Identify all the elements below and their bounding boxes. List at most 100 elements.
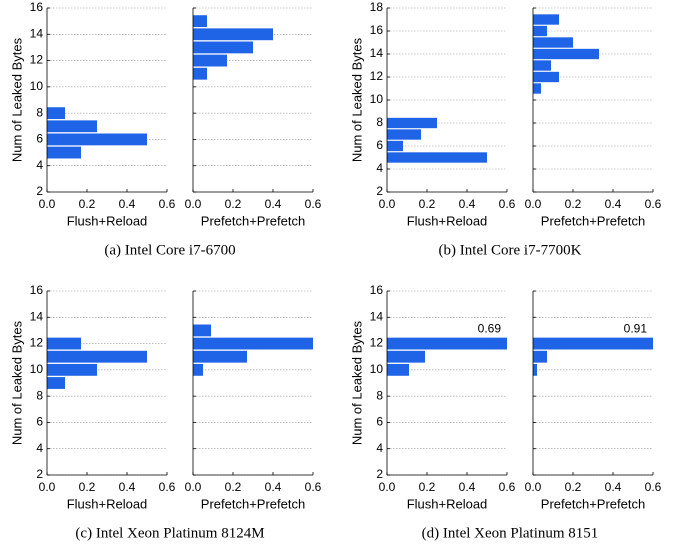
bar	[387, 129, 421, 140]
bar	[533, 48, 599, 60]
bar	[387, 350, 425, 363]
caption: (c) Intel Xeon Platinum 8124M	[75, 525, 264, 541]
bar	[533, 25, 547, 37]
bar	[533, 363, 537, 376]
x-tick-label: 0.4	[459, 480, 476, 494]
y-tick-label: 6	[376, 415, 383, 429]
x-tick-label: 0.4	[459, 197, 476, 211]
y-axis-label: Num of Leaked Bytes	[349, 37, 364, 162]
bar	[387, 337, 507, 350]
bar	[47, 377, 65, 389]
x-tick-label: 0.2	[225, 480, 242, 494]
y-tick-label: 14	[370, 46, 384, 60]
bar	[193, 15, 207, 28]
x-tick-label: 0.6	[305, 480, 322, 494]
bar	[387, 363, 409, 376]
x-tick-label: 0.0	[185, 197, 202, 211]
y-tick-label: 10	[370, 362, 384, 376]
x-tick-label: 0.2	[79, 197, 96, 211]
bar	[533, 71, 559, 83]
x-tick-label: 0.0	[39, 197, 56, 211]
y-tick-label: 10	[30, 362, 44, 376]
x-tick-label: 0.2	[565, 197, 582, 211]
caption: (a) Intel Core i7-6700	[104, 242, 235, 258]
bar	[47, 363, 97, 376]
bar	[47, 133, 147, 146]
x-tick-label: 0.6	[645, 197, 662, 211]
y-tick-label: 8	[36, 388, 43, 402]
x-tick-label: 0.0	[525, 480, 542, 494]
y-tick-label: 16	[370, 23, 384, 37]
bar	[47, 350, 147, 363]
x-tick-label: 0.4	[265, 480, 282, 494]
y-tick-label: 16	[30, 0, 44, 14]
y-tick-label: 12	[30, 53, 44, 67]
x-tick-label: 0.4	[119, 480, 136, 494]
y-tick-label: 6	[36, 132, 43, 146]
y-axis-label: Num of Leaked Bytes	[349, 320, 364, 445]
bar	[193, 54, 227, 67]
x-tick-label: 0.6	[645, 480, 662, 494]
x-axis-label: Flush+Reload	[67, 213, 148, 228]
x-axis-label: Prefetch+Prefetch	[201, 496, 305, 511]
y-tick-label: 18	[370, 0, 384, 14]
x-tick-label: 0.6	[159, 197, 176, 211]
y-tick-label: 6	[376, 138, 383, 152]
bar	[533, 14, 559, 25]
x-tick-label: 0.6	[305, 197, 322, 211]
bar	[387, 152, 487, 163]
y-tick-label: 14	[30, 26, 44, 40]
bar	[533, 37, 573, 48]
bar	[533, 83, 541, 94]
x-tick-label: 0.0	[379, 197, 396, 211]
y-tick-label: 14	[30, 309, 44, 323]
x-tick-label: 0.2	[419, 480, 436, 494]
bar	[193, 363, 203, 376]
x-tick-label: 0.4	[265, 197, 282, 211]
y-tick-label: 10	[370, 92, 384, 106]
y-tick-label: 14	[370, 309, 384, 323]
bar	[47, 120, 97, 133]
x-tick-label: 0.0	[379, 480, 396, 494]
bar	[193, 337, 313, 350]
x-tick-label: 0.4	[605, 197, 622, 211]
y-tick-label: 16	[370, 283, 384, 297]
y-tick-label: 6	[36, 415, 43, 429]
x-axis-label: Prefetch+Prefetch	[541, 213, 645, 228]
x-tick-label: 0.6	[499, 197, 516, 211]
x-tick-label: 0.2	[79, 480, 96, 494]
caption: (d) Intel Xeon Platinum 8151	[422, 525, 599, 541]
y-tick-label: 4	[36, 441, 43, 455]
y-tick-label: 4	[36, 158, 43, 172]
y-tick-label: 2	[376, 184, 383, 198]
x-tick-label: 0.2	[225, 197, 242, 211]
y-tick-label: 8	[36, 105, 43, 119]
y-tick-label: 2	[36, 184, 43, 198]
y-axis-label: Num of Leaked Bytes	[9, 37, 24, 162]
bar	[193, 28, 273, 41]
x-axis-label: Prefetch+Prefetch	[201, 213, 305, 228]
x-axis-label: Flush+Reload	[407, 496, 488, 511]
bar	[387, 140, 403, 152]
x-tick-label: 0.6	[159, 480, 176, 494]
x-tick-label: 0.0	[185, 480, 202, 494]
x-axis-label: Flush+Reload	[67, 496, 148, 511]
y-tick-label: 12	[370, 336, 384, 350]
y-tick-label: 4	[376, 161, 383, 175]
bar	[533, 60, 551, 71]
bar	[533, 350, 547, 363]
x-tick-label: 0.4	[605, 480, 622, 494]
bar	[193, 324, 211, 337]
bar	[47, 107, 65, 120]
bar	[47, 146, 81, 159]
y-tick-label: 8	[376, 115, 383, 129]
value-label: 0.91	[624, 321, 648, 335]
x-tick-label: 0.0	[525, 197, 542, 211]
y-tick-label: 12	[370, 69, 384, 83]
bar	[193, 41, 253, 54]
x-axis-label: Flush+Reload	[407, 213, 488, 228]
bar	[193, 350, 247, 363]
bar	[533, 337, 653, 350]
x-tick-label: 0.0	[39, 480, 56, 494]
